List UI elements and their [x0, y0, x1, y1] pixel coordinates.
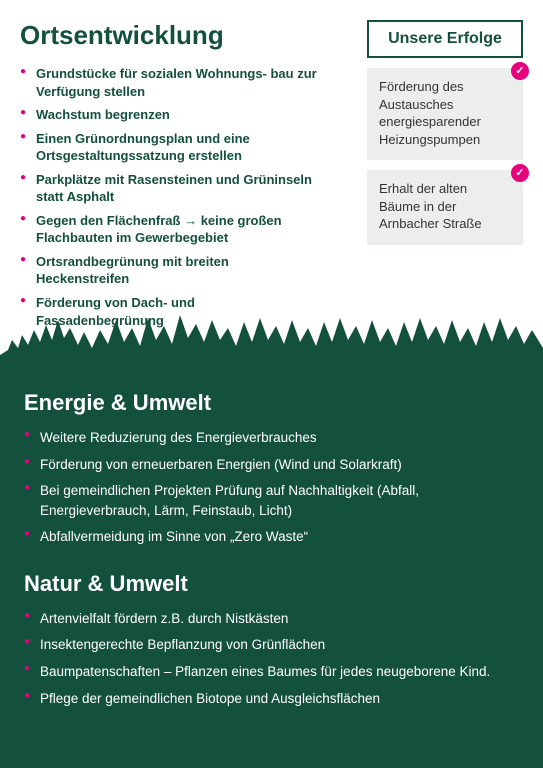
list-item: Pflege der gemeindlichen Biotope und Aus…	[24, 689, 519, 709]
list-item: Förderung von erneuerbaren Energien (Win…	[24, 455, 519, 475]
list-item: Weitere Reduzierung des Energieverbrauch…	[24, 428, 519, 448]
list-item: Artenvielfalt fördern z.B. durch Nistkäs…	[24, 609, 519, 629]
list-item: Ortsrandbegrünung mit breiten Heckenstre…	[20, 253, 320, 288]
erfolge-box: Unsere Erfolge ✓ Förderung des Austausch…	[367, 20, 523, 255]
list-item: Gegen den Flächenfraß → keine großen Fla…	[20, 212, 320, 247]
check-icon: ✓	[511, 164, 529, 182]
list-item: Insektengerechte Bepflanzung von Grünflä…	[24, 635, 519, 655]
list-item: Bei gemeindlichen Projekten Prüfung auf …	[24, 481, 519, 520]
natur-list: Artenvielfalt fördern z.B. durch Nistkäs…	[24, 609, 519, 708]
erfolge-card-text: Erhalt der alten Bäume in der Arnbacher …	[379, 181, 482, 231]
erfolge-card: ✓ Erhalt der alten Bäume in der Arnbache…	[367, 170, 523, 245]
list-item: Grundstücke für sozialen Wohnungs- bau z…	[20, 65, 320, 100]
list-item: Parkplätze mit Rasensteinen und Grüninse…	[20, 171, 320, 206]
erfolge-card: ✓ Förderung des Austausches energiespare…	[367, 68, 523, 160]
list-item: Baumpatenschaften – Pflanzen eines Baume…	[24, 662, 519, 682]
energie-heading: Energie & Umwelt	[24, 390, 519, 416]
list-item: Abfallvermeidung im Sinne von „Zero Wast…	[24, 527, 519, 547]
list-item: Wachstum begrenzen	[20, 106, 320, 124]
list-item: Einen Grünordnungsplan und eine Ortsgest…	[20, 130, 320, 165]
energie-list: Weitere Reduzierung des Energieverbrauch…	[24, 428, 519, 547]
tree-silhouette-icon	[0, 300, 543, 380]
bottom-section: Energie & Umwelt Weitere Reduzierung des…	[0, 360, 543, 768]
erfolge-card-text: Förderung des Austausches energiesparend…	[379, 79, 481, 147]
erfolge-title: Unsere Erfolge	[367, 20, 523, 58]
check-icon: ✓	[511, 62, 529, 80]
natur-heading: Natur & Umwelt	[24, 571, 519, 597]
ortsentwicklung-list: Grundstücke für sozialen Wohnungs- bau z…	[20, 65, 320, 329]
